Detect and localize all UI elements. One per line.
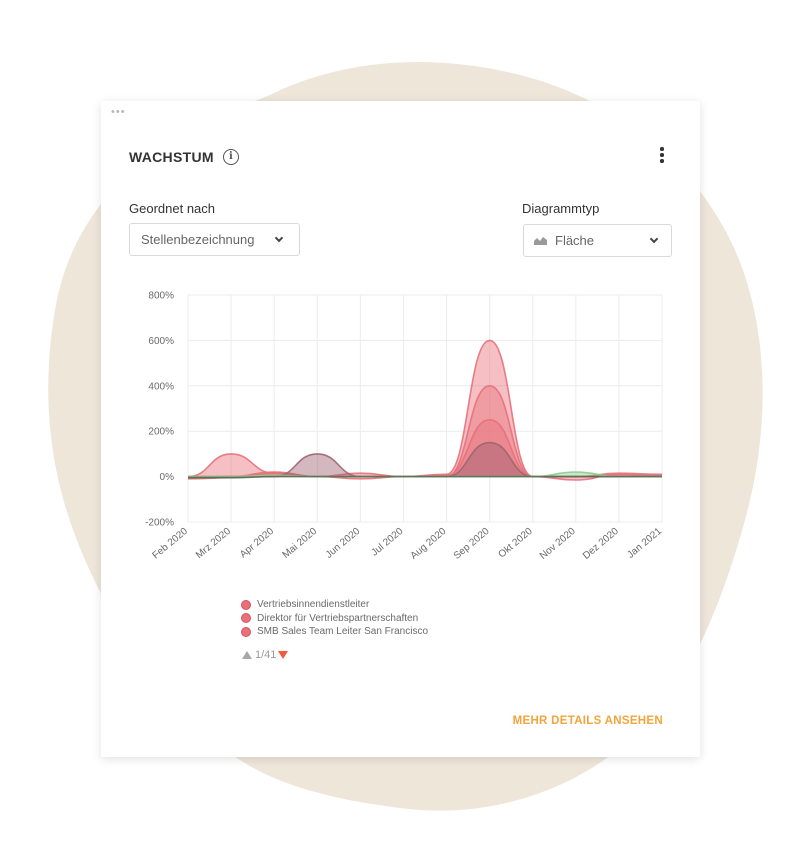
x-tick-label: Feb 2020 xyxy=(150,526,190,562)
x-tick-label: Dez 2020 xyxy=(581,526,621,562)
y-tick-label: 800% xyxy=(148,291,174,302)
legend-pager: 1/41 xyxy=(242,649,289,661)
chart-series xyxy=(187,339,663,481)
series-area xyxy=(188,385,662,478)
widget-title: WACHSTUM xyxy=(129,149,214,165)
chart-legend: Vertriebsinnendienstleiter Direktor für … xyxy=(241,598,428,639)
x-tick-label: Jan 2021 xyxy=(625,526,664,561)
series-line xyxy=(187,384,662,479)
chart-type-select-value: Fläche xyxy=(555,233,595,248)
chart-type-label: Diagrammtyp xyxy=(522,201,600,216)
legend-label: Direktor für Vertriebspartnerschaften xyxy=(257,612,419,624)
x-tick-label: Jun 2020 xyxy=(324,526,363,561)
series-line xyxy=(187,419,663,481)
page-indicator: 1/41 xyxy=(255,649,277,661)
x-axis-labels: Feb 2020 Mrz 2020 Apr 2020 Mai 2020 Jun 2020… xyxy=(150,526,664,562)
y-tick-label: 600% xyxy=(148,336,174,347)
growth-widget-card: ••• WACHSTUM i Geordnet nach Stellenbeze… xyxy=(101,101,700,757)
legend-label: Vertriebsinnendienstleiter xyxy=(257,599,370,610)
chart-type-select[interactable]: Fläche xyxy=(523,224,672,257)
growth-area-chart: 800% 600% 400% 200% 0% -200% Feb 2020 Mrz 2020… xyxy=(145,291,664,562)
page-down-icon[interactable] xyxy=(278,651,289,659)
legend-item[interactable]: SMB Sales Team Leiter San Francisco xyxy=(241,625,428,639)
series-line xyxy=(187,339,663,478)
x-tick-label: Apr 2020 xyxy=(238,526,276,561)
legend-marker xyxy=(241,613,251,624)
x-tick-label: Sep 2020 xyxy=(452,526,492,562)
x-tick-label: Mrz 2020 xyxy=(194,526,233,562)
y-tick-label: -200% xyxy=(145,518,174,529)
sort-select[interactable]: Stellenbezeichnung xyxy=(129,223,300,256)
y-tick-label: 0% xyxy=(160,472,175,483)
y-axis-labels: 800% 600% 400% 200% 0% -200% xyxy=(145,291,174,529)
legend-label: SMB Sales Team Leiter San Francisco xyxy=(257,626,429,637)
area-chart-icon xyxy=(534,237,547,245)
legend-marker xyxy=(241,626,251,637)
series-area xyxy=(188,442,662,477)
x-tick-label: Aug 2020 xyxy=(409,526,449,562)
more-options-icon[interactable] xyxy=(659,147,665,165)
window-drag-handle[interactable]: ••• xyxy=(111,106,126,118)
chart-grid xyxy=(187,294,663,523)
y-tick-label: 200% xyxy=(148,427,174,438)
more-details-link[interactable]: MEHR DETAILS ANSEHEN xyxy=(512,715,663,727)
legend-marker xyxy=(241,599,251,610)
page-up-icon[interactable] xyxy=(242,651,252,659)
series-area xyxy=(188,340,662,477)
sort-select-value: Stellenbezeichnung xyxy=(141,232,255,247)
x-tick-label: Mai 2020 xyxy=(281,526,320,561)
x-tick-label: Nov 2020 xyxy=(538,526,578,562)
x-tick-label: Okt 2020 xyxy=(496,526,534,561)
legend-item[interactable]: Vertriebsinnendienstleiter xyxy=(241,598,428,612)
info-icon[interactable]: i xyxy=(222,149,239,165)
sort-label: Geordnet nach xyxy=(129,201,216,216)
series-line xyxy=(188,475,662,479)
x-tick-label: Jul 2020 xyxy=(369,526,405,559)
legend-item[interactable]: Direktor für Vertriebspartnerschaften xyxy=(241,612,428,626)
y-tick-label: 400% xyxy=(148,381,174,392)
widget-header: WACHSTUM i xyxy=(129,149,239,165)
series-area xyxy=(188,472,662,477)
